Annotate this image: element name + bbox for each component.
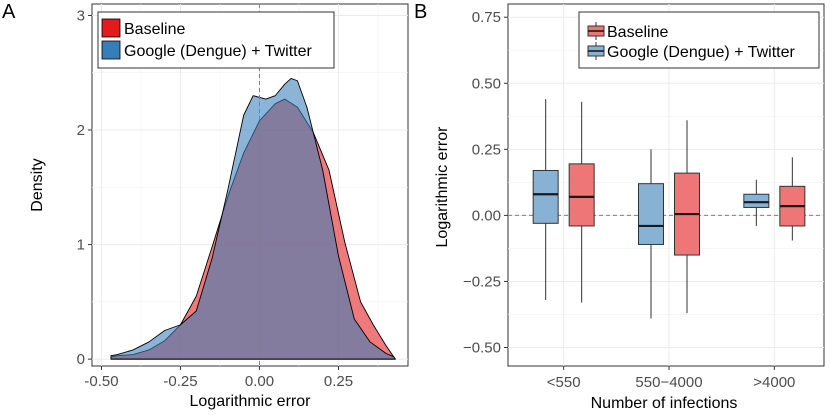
boxplot-x-tick-label: 550−4000: [635, 374, 702, 391]
legend-label-baseline: Baseline: [607, 24, 668, 41]
legend-key-google-twitter-box: [587, 42, 605, 60]
density-x-axis-title: Logarithmic error: [190, 393, 312, 410]
box-google-twitter: [638, 183, 664, 245]
density-x-tick-label: 0.00: [245, 373, 274, 390]
density-y-tick-label: 1: [77, 237, 85, 254]
density-area-google-twitter: [110, 78, 396, 360]
boxplot-legend-box: [578, 11, 820, 69]
legend-label-google-twitter: Google (Dengue) + Twitter: [607, 44, 795, 61]
boxplot-boxes: [532, 99, 806, 319]
boxplot-x-axis-title: Number of infections: [591, 395, 738, 412]
box-google-twitter: [532, 169, 559, 224]
boxplot-x-tick-label: <550: [547, 374, 581, 391]
density-x-tick-label: 0.25: [324, 373, 353, 390]
boxplot-legend: Baseline Google (Dengue) + Twitter: [578, 11, 820, 69]
density-x-tick-label: -0.25: [163, 373, 197, 390]
legend-key-baseline-box: [587, 22, 605, 40]
boxplot-y-tick-label: 0.50: [472, 75, 501, 92]
box-google-twitter: [743, 193, 770, 208]
boxplot-ticks: −0.50 −0.25 0.00 0.25 0.50 0.75 <550 550−4000 >4…: [463, 9, 795, 391]
density-panel: -0.50 -0.25 0.00 0.25 0 1 2 3 Baseline Google (…: [29, 3, 409, 410]
boxplot-y-axis-title: Logarithmic error: [434, 126, 451, 248]
panel-a-label: A: [2, 1, 16, 23]
boxplot-y-tick-label: −0.50: [463, 340, 501, 357]
boxplot-y-tick-label: 0.75: [472, 9, 501, 26]
box-baseline: [568, 163, 595, 227]
density-ticks: -0.50 -0.25 0.00 0.25 0 1 2 3: [77, 7, 353, 390]
boxplot-y-tick-label: −0.25: [463, 273, 501, 290]
density-x-tick-label: -0.50: [84, 373, 118, 390]
boxplot-panel: −0.50 −0.25 0.00 0.25 0.50 0.75 <550 550−4000 >4…: [434, 3, 825, 412]
density-y-tick-label: 2: [77, 122, 85, 139]
legend-key-baseline: [101, 18, 121, 38]
legend-label-google-twitter: Google (Dengue) + Twitter: [124, 43, 312, 60]
boxplot-y-tick-label: 0.25: [472, 141, 501, 158]
legend-key-google-twitter: [101, 40, 121, 60]
panel-b-label: B: [414, 1, 427, 23]
boxplot-y-tick-label: 0.00: [472, 207, 501, 224]
boxplot-x-tick-label: >4000: [753, 374, 795, 391]
density-areas: [110, 78, 396, 360]
legend-label-baseline: Baseline: [124, 21, 185, 38]
density-y-tick-label: 3: [77, 7, 85, 24]
density-y-tick-label: 0: [77, 351, 85, 368]
density-legend-box: [97, 11, 335, 69]
density-legend: Baseline Google (Dengue) + Twitter: [97, 11, 335, 69]
density-y-axis-title: Density: [29, 158, 46, 211]
